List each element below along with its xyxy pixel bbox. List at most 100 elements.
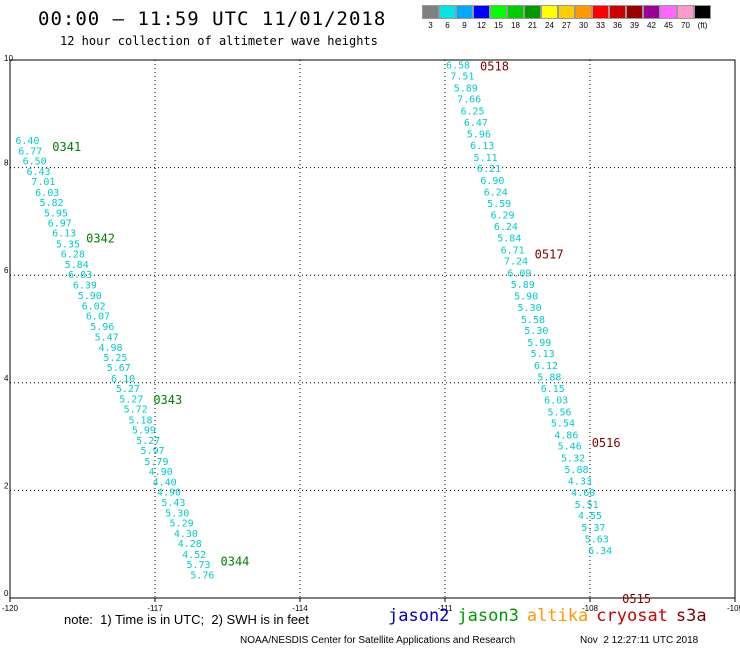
color-scale-label: 12 [477,21,486,30]
color-swatch [439,5,456,19]
swh-data-point: 5.76 [190,570,214,581]
color-scale-label: (ft) [697,21,708,30]
swh-data-point: 5.73 [186,560,210,571]
swh-data-point: 5.88 [564,465,588,476]
swh-data-point: 6.07 [86,312,110,323]
swh-data-point: 4.40 [153,477,177,488]
swh-data-point: 6.12 [534,361,558,372]
swh-data-point: 4.98 [98,343,122,354]
color-scale-label: 30 [579,21,588,30]
color-scale-bar: 3 6 9 12 15 18 21 24 27 30 33 36 39 42 45 70 (ft) [422,5,711,30]
legend-item-jason3: jason3 [457,606,519,626]
footnote: note: 1) Time is in UTC; 2) SWH is in fe… [64,612,309,627]
swh-data-point: 5.89 [511,280,535,291]
swh-data-point: 6.21 [477,164,501,175]
swh-data-point: 4.28 [178,539,202,550]
pass-time-label: 0518 [480,59,509,73]
swh-data-point: 6.03 [544,395,568,406]
swh-data-point: 5.82 [40,198,64,209]
swh-data-point: 5.18 [128,415,152,426]
credit-line: NOAA/NESDIS Center for Satellite Applica… [240,635,516,646]
color-scale-label: 33 [596,21,605,30]
swh-data-point: 5.46 [558,442,582,453]
x-tick-label: -108 [582,604,599,613]
swh-data-point: 6.29 [490,210,514,221]
swh-data-point: 4.55 [578,511,602,522]
swh-data-point: 6.28 [61,250,85,261]
swh-data-point: 6.24 [494,222,518,233]
swh-data-point: 6.13 [470,141,494,152]
color-scale-labels: 3 6 9 12 15 18 21 24 27 30 33 36 39 42 45 70 (ft) [422,19,711,30]
swh-data-point: 5.63 [585,534,609,545]
swh-data-point: 5.25 [103,353,127,364]
legend-item-cryosat: cryosat [596,606,668,626]
pass-time-label: 0343 [153,393,182,407]
legend-item-s3a: s3a [675,606,707,626]
pass-time-label: 0341 [52,140,81,154]
swh-data-point: 5.32 [561,454,585,465]
swh-data-point: 7.66 [457,95,481,106]
plot-frame [9,59,736,599]
x-tick-label: -111 [438,604,453,613]
swh-data-point: 6.50 [23,157,47,168]
color-swatch [643,5,660,19]
swh-data-point: 5.90 [78,291,102,302]
swh-data-point: 5.29 [170,519,194,530]
color-swatch [626,5,643,19]
color-swatch [490,5,507,19]
generated-timestamp: Nov 2 12:27:11 UTC 2018 [580,635,699,646]
swh-data-point: 6.24 [484,187,508,198]
swh-data-point: 6.43 [26,167,50,178]
swh-data-point: 6.77 [18,146,42,157]
swh-data-point: 5.30 [165,508,189,519]
color-scale-label: 42 [647,21,656,30]
color-swatch [473,5,490,19]
swh-data-point: 5.27 [119,394,143,405]
pass-time-label: 0344 [221,554,250,568]
color-scale-label: 45 [664,21,673,30]
swh-data-point: 4.52 [182,550,206,561]
color-swatch [507,5,524,19]
swh-data-point: 7.24 [504,257,528,268]
legend-item-jason2: jason2 [388,606,450,626]
swh-data-point: 5.30 [524,326,548,337]
swh-data-point: 5.97 [141,446,165,457]
swh-data-point: 6.03 [68,270,92,281]
color-scale-label: 27 [562,21,571,30]
swh-data-point: 5.58 [521,315,545,326]
x-tick-label: -114 [292,604,308,613]
color-scale-label: 9 [462,21,467,30]
color-scale-label: 15 [494,21,503,30]
y-tick-label: 8 [4,159,9,168]
color-swatch [592,5,609,19]
color-swatch [609,5,626,19]
color-swatch [677,5,694,19]
swh-data-point: 6.03 [35,188,59,199]
swh-data-point: 5.99 [527,338,551,349]
satellite-legend: jason2 jason3 altika cryosat s3a [388,606,715,626]
swh-data-point: 7.01 [31,177,55,188]
swh-data-point: 5.99 [132,426,156,437]
swh-data-point: 5.51 [575,500,599,511]
color-scale-label: 21 [528,21,537,30]
swh-data-point: 5.90 [514,292,538,303]
x-tick-label: -105 [727,604,740,613]
swh-data-point: 4.30 [174,529,198,540]
color-scale-label: 24 [545,21,554,30]
legend-item-altika: altika [526,606,589,626]
swh-data-point: 4.90 [157,487,181,498]
swh-data-point: 5.84 [65,260,89,271]
color-swatch [558,5,575,19]
swh-data-point: 5.96 [467,130,491,141]
swh-data-point: 5.43 [161,498,185,509]
swh-data-point: 6.25 [461,107,485,118]
swh-data-point: 6.97 [48,218,72,229]
swh-data-point: 6.58 [446,60,470,71]
color-scale-swatches [422,5,711,19]
swh-data-point: 6.15 [541,384,565,395]
swh-data-point: 6.39 [73,280,97,291]
swh-data-point: 5.72 [124,405,148,416]
x-tick-label: -117 [147,604,163,613]
swh-data-point: 6.02 [82,301,106,312]
swh-data-point: 5.88 [537,372,561,383]
